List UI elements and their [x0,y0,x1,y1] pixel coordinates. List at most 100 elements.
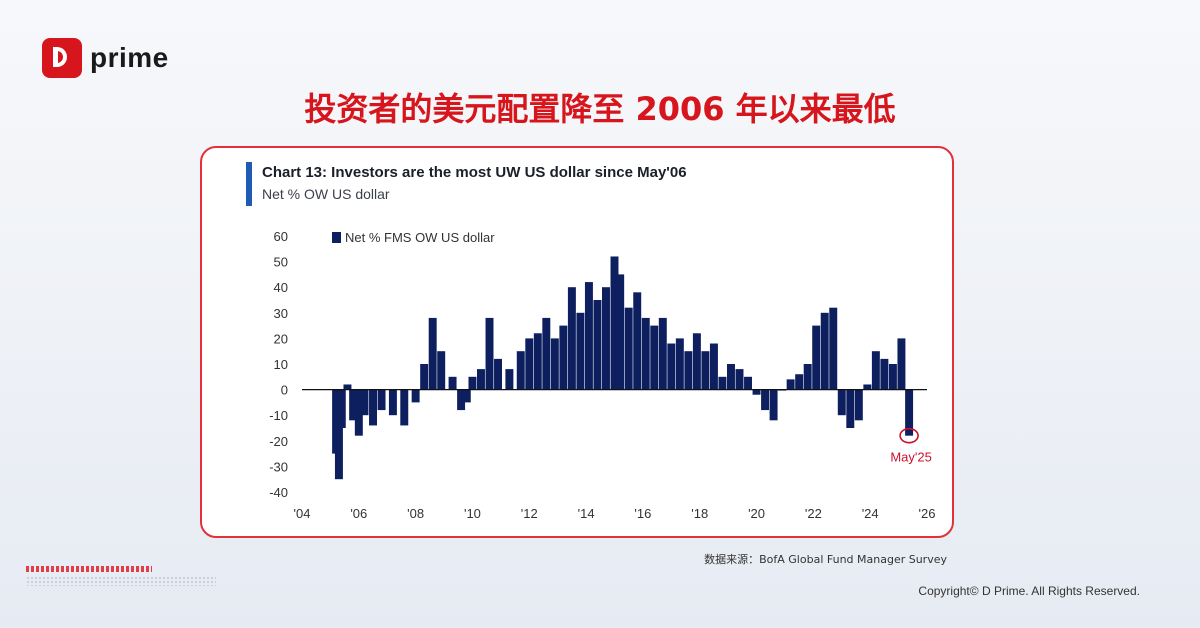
data-bar [761,389,770,411]
data-bar [718,376,727,390]
y-tick-label: 40 [274,280,288,295]
data-bar [593,300,602,390]
legend-label: Net % FMS OW US dollar [345,230,495,245]
data-bar [727,364,735,390]
data-bar [533,333,542,390]
data-bar [684,351,693,390]
data-bar [701,351,710,390]
chart-card: Chart 13: Investors are the most UW US d… [200,146,954,538]
data-bar [641,317,650,390]
data-bar [420,364,429,390]
x-tick-label: '14 [578,506,595,521]
chart-title: Chart 13: Investors are the most UW US d… [262,164,687,181]
data-bar [343,384,352,390]
data-bar [505,369,514,390]
data-bar [888,364,897,390]
data-bar [803,364,812,390]
data-bar [905,389,914,436]
data-bar [349,389,358,421]
data-bar [516,351,525,390]
data-bar [812,325,821,390]
data-bar [437,351,446,390]
data-bar [457,389,466,411]
x-tick-label: '22 [805,506,822,521]
brand-logo: prime [42,38,169,78]
data-bar [769,389,778,421]
data-bar [337,389,346,428]
data-bar [567,287,576,390]
data-bar [820,312,829,390]
data-bar [542,317,551,390]
y-tick-label: -30 [269,459,288,474]
data-bar [650,325,659,390]
data-bar [837,389,846,416]
data-bar [880,358,889,390]
x-tick-label: '12 [521,506,538,521]
y-tick-label: 50 [274,255,288,270]
y-tick-label: -20 [269,434,288,449]
data-bar [411,389,420,403]
data-bar [709,343,718,390]
y-tick-label: 20 [274,331,288,346]
data-bar [744,376,752,390]
data-bar [525,338,534,390]
data-bar [871,351,880,390]
logo-text: prime [90,42,169,73]
y-tick-label: -10 [269,408,288,423]
data-bar [485,317,494,390]
data-bar [334,389,343,480]
data-bar [897,338,906,390]
data-bar [616,274,625,390]
x-tick-label: '20 [748,506,765,521]
source-note: 数据来源：BofA Global Fund Manager Survey [704,553,947,566]
x-tick-label: '10 [464,506,481,521]
y-tick-label: 30 [274,306,288,321]
data-bar [494,358,502,390]
d-prime-logo-icon [42,38,82,78]
data-bar [360,389,369,416]
data-bar [400,389,409,426]
copyright-text: Copyright© D Prime. All Rights Reserved. [918,584,1140,598]
y-tick-label: 0 [281,383,288,398]
decorative-stripes [26,566,216,586]
dot-pattern-decoration [26,576,216,586]
data-bar [602,287,610,390]
y-tick-label: -40 [269,485,288,500]
data-bar [584,282,593,390]
data-bar [624,307,633,390]
data-bar [633,292,642,390]
data-bar [576,312,585,390]
y-tick-label: 60 [274,229,288,244]
data-bar [795,374,804,390]
data-bar [658,317,667,390]
data-bar [610,256,619,390]
data-bar [388,389,397,416]
data-bar [462,389,471,403]
x-tick-label: '06 [350,506,367,521]
data-bar [863,384,872,390]
bar-chart: 60 50 40 30 20 10 0 -10 -20 -30 -40 '04 '06 '08 '10 '12… [269,229,935,521]
data-bar [752,389,761,395]
data-bar [667,343,676,390]
x-tick-label: '04 [294,506,311,521]
x-tick-label: '18 [691,506,708,521]
page-headline: 投资者的美元配置降至 2006 年以来最低 [304,90,896,128]
x-tick-label: '24 [862,506,879,521]
x-tick-label: '16 [634,506,651,521]
data-bar [675,338,684,390]
data-bar [846,389,855,428]
data-bar [735,369,744,390]
data-bar [448,376,457,390]
data-bar [428,317,437,390]
data-bar [854,389,863,421]
red-stripe-decoration [26,566,152,572]
chart-subtitle: Net % OW US dollar [262,186,390,202]
data-bar [559,325,568,390]
legend-swatch [332,232,341,243]
data-bar [377,389,386,411]
annotation-label: May'25 [890,450,932,465]
data-bar [692,333,701,390]
title-accent-bar [246,162,252,206]
y-tick-label: 10 [274,357,288,372]
data-bar [550,338,559,390]
